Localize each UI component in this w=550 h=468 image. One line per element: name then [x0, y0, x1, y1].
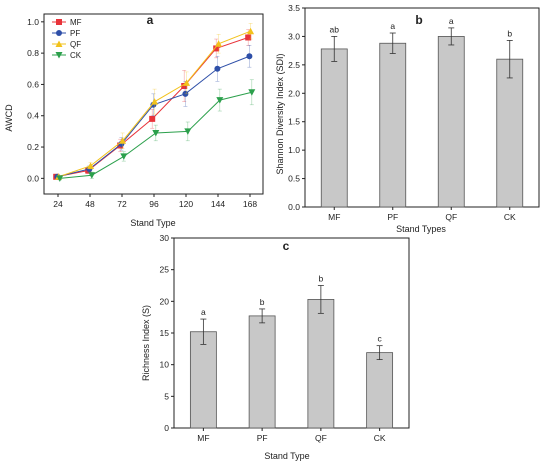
panel-a-data-point	[181, 83, 188, 89]
panel-c-y-tick-label: 25	[160, 265, 170, 275]
panel-c-bar-qf	[307, 299, 335, 429]
panel-a-data-point	[56, 175, 64, 182]
panel-c-significance-label: c	[378, 334, 383, 344]
panel-b-significance-label: ab	[330, 24, 340, 34]
panel-a-x-tick-label: 96	[149, 199, 159, 209]
panel-b-y-axis-label: Shannon Diversity Index (SDI)	[275, 53, 285, 174]
panel-b-shannon-bar-chart: b Stand Types Shannon Diversity Index (S…	[275, 3, 540, 234]
panel-c-bar-mf	[189, 331, 217, 429]
panel-c-significance-label: a	[201, 307, 206, 317]
panel-c-y-tick-label: 15	[160, 328, 170, 338]
panel-a-y-tick-label: 1.0	[27, 17, 39, 27]
panel-a-data-point	[183, 79, 191, 86]
panel-c-x-tick-label: PF	[257, 433, 268, 443]
panel-c-x-tick-label: MF	[197, 433, 209, 443]
panel-c-x-tick-label: CK	[374, 433, 386, 443]
panel-c-significance-label: b	[319, 274, 324, 284]
panel-a-data-point	[152, 129, 160, 137]
panel-a-series-pf	[54, 45, 253, 180]
panel-a-data-point	[184, 128, 192, 135]
panel-b-x-tick-label: PF	[387, 212, 398, 222]
panel-a-legend-label: MF	[70, 18, 82, 27]
panel-c-x-tick-label: QF	[315, 433, 327, 443]
panel-b-y-tick-label: 1.0	[288, 145, 300, 155]
panel-b-y-tick-label: 3.0	[288, 31, 300, 41]
panel-a-x-tick-label: 120	[179, 199, 193, 209]
panel-a-data-point	[182, 90, 189, 97]
panel-c-significance-label: b	[260, 297, 265, 307]
panel-a-legend-marker	[55, 52, 63, 59]
panel-a-x-tick-label: 72	[117, 199, 127, 209]
panel-b-y-tick-label: 0.0	[288, 202, 300, 212]
panel-b-y-tick-label: 1.5	[288, 117, 300, 127]
panel-a-awcd-line-chart: a Stand Type AWCD 0.0 0.2 0.4 0.6 0.8 1.0 24 48…	[4, 13, 264, 228]
panel-a-data-point	[87, 162, 95, 169]
panel-a-data-point	[151, 98, 159, 105]
panel-a-y-axis-label: AWCD	[4, 104, 14, 132]
panel-a-x-tick-label: 48	[85, 199, 95, 209]
panel-b-x-tick-label: CK	[504, 212, 516, 222]
panel-a-legend-label: QF	[70, 40, 81, 49]
panel-c-y-tick-label: 5	[164, 391, 169, 401]
panel-a-x-tick-label: 24	[53, 199, 63, 209]
panel-b-x-tick-label: MF	[328, 212, 340, 222]
panel-a-data-point	[213, 45, 220, 52]
panel-c-bar-pf	[248, 315, 276, 429]
panel-b-x-tick-label: QF	[445, 212, 457, 222]
panel-b-bar-mf	[320, 48, 348, 208]
panel-b-y-tick-label: 2.5	[288, 60, 300, 70]
panel-a-legend-marker	[55, 40, 63, 47]
panel-a-label: a	[147, 13, 154, 27]
panel-c-y-axis-label: Richness Index (S)	[141, 305, 151, 381]
panel-b-bar-ck	[496, 58, 524, 208]
panel-c-richness-bar-chart: c Stand Type Richness Index (S) 0 5 10 15 20…	[141, 233, 410, 461]
panel-c-x-axis-label: Stand Type	[264, 451, 309, 461]
panel-a-data-point	[215, 40, 223, 47]
panel-c-y-tick-label: 30	[160, 233, 170, 243]
panel-b-label: b	[415, 13, 422, 27]
panel-a-legend-marker	[56, 19, 62, 25]
panel-a-data-point	[247, 27, 255, 35]
panel-a-data-point	[246, 53, 253, 60]
panel-b-significance-label: a	[390, 21, 395, 31]
panel-a-legend-label: PF	[70, 29, 80, 38]
panel-c-bar-ck	[366, 352, 394, 429]
panel-a-series-ck	[56, 79, 256, 182]
panel-c-y-tick-label: 20	[160, 296, 170, 306]
panel-a-y-tick-label: 0.0	[27, 173, 39, 183]
panel-a-x-tick-label: 144	[211, 199, 225, 209]
panel-b-plot-frame	[304, 7, 540, 208]
panel-b-bar-qf	[437, 36, 465, 208]
panel-b-y-tick-label: 2.0	[288, 88, 300, 98]
panel-a-y-tick-label: 0.6	[27, 79, 39, 89]
panel-a-data-point	[120, 153, 128, 160]
panel-a-legend: MF PF QF CK	[52, 18, 82, 60]
panel-b-significance-label: b	[507, 28, 512, 38]
panel-c-y-tick-label: 0	[164, 423, 169, 433]
panel-b-y-tick-label: 3.5	[288, 3, 300, 13]
panel-a-data-point	[216, 97, 224, 104]
panel-b-y-tick-label: 0.5	[288, 174, 300, 184]
panel-a-x-tick-label: 168	[243, 199, 257, 209]
panel-a-data-point	[248, 89, 256, 96]
panel-c-label: c	[283, 239, 290, 253]
panel-a-data-point	[149, 115, 156, 122]
panel-a-data-point	[88, 172, 96, 179]
panel-b-significance-label: a	[449, 16, 454, 26]
panel-a-y-tick-label: 0.8	[27, 48, 39, 58]
panel-a-legend-label: CK	[70, 51, 82, 60]
panel-a-y-tick-label: 0.2	[27, 142, 39, 152]
panel-c-y-tick-label: 10	[160, 360, 170, 370]
panel-a-data-point	[245, 34, 252, 41]
panel-a-x-axis-label: Stand Type	[130, 218, 175, 228]
panel-a-legend-marker	[56, 30, 62, 36]
panel-a-series-qf	[55, 23, 255, 180]
panel-a-y-tick-label: 0.4	[27, 111, 39, 121]
panel-b-bar-pf	[379, 42, 407, 208]
panel-b-x-axis-label: Stand Types	[396, 224, 446, 234]
panel-a-data-point	[119, 137, 127, 144]
panel-a-data-point	[214, 65, 221, 72]
